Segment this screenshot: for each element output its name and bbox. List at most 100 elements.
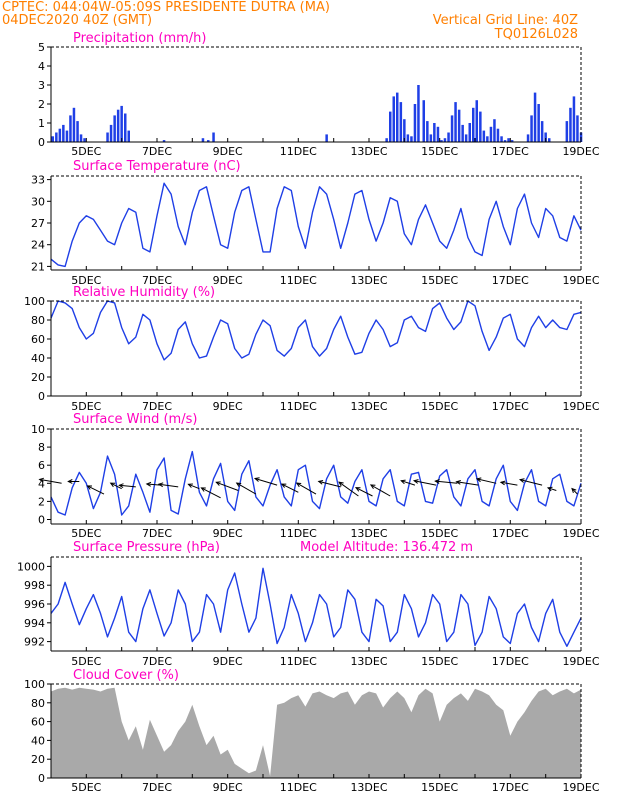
precip-bar: [482, 130, 486, 142]
precip-bar: [109, 124, 113, 142]
x-tick-label: 9DEC: [213, 400, 243, 413]
wind-arrow-head: [571, 487, 577, 494]
wind-arrow-shaft: [216, 481, 239, 491]
y-tick-label: 0: [38, 514, 45, 527]
wind-arrow-shaft: [401, 480, 416, 486]
wind-arrow: [157, 482, 179, 488]
y-tick-label: 30: [31, 195, 45, 208]
x-tick-label: 13DEC: [350, 145, 387, 158]
wind-arrow-head: [145, 481, 152, 487]
panel-title: Cloud Cover (%): [73, 668, 179, 683]
wind-arrow-shaft: [547, 487, 557, 491]
panel-title: Precipitation (mm/h): [73, 31, 206, 46]
header-grid-line: Vertical Grid Line: 40Z: [433, 13, 578, 28]
wind-arrow: [455, 480, 479, 486]
series-line: [50, 567, 582, 647]
x-tick-label: 5DEC: [71, 274, 101, 287]
wind-arrow-head: [499, 480, 506, 486]
y-tick-label: 80: [31, 314, 45, 327]
precip-bar: [399, 102, 403, 142]
wind-arrow-head: [434, 479, 440, 484]
x-tick-label: 11DEC: [280, 145, 317, 158]
precip-bar: [479, 111, 482, 142]
x-tick-label: 19DEC: [562, 145, 599, 158]
precip-bar: [507, 138, 510, 142]
wind-arrow-shaft: [158, 483, 179, 488]
wind-arrow: [118, 483, 136, 489]
precip-bar: [212, 132, 215, 142]
wind-arrow-shaft: [456, 481, 479, 486]
wind-arrow: [412, 479, 437, 486]
precip-bar: [113, 115, 116, 142]
x-tick-label: 19DEC: [562, 400, 599, 413]
precip-bar: [450, 115, 454, 142]
precip-bar: [62, 124, 65, 142]
series-line: [50, 450, 582, 516]
precip-bar: [489, 126, 493, 142]
x-tick-label: 11DEC: [280, 527, 317, 540]
precip-bar: [65, 130, 69, 142]
wind-arrow-head: [118, 483, 124, 489]
wind-arrow: [434, 479, 458, 484]
wind-arrow-shaft: [87, 485, 105, 495]
precip-bar: [106, 132, 109, 142]
precip-bar: [569, 107, 572, 142]
precip-bar: [493, 119, 496, 142]
wind-arrow: [546, 486, 557, 492]
precip-bar: [461, 124, 464, 142]
precip-bar: [120, 105, 123, 142]
precip-bar: [201, 138, 205, 142]
wind-arrow-shaft: [236, 482, 257, 495]
precip-bar: [396, 92, 399, 142]
x-tick-label: 15DEC: [421, 781, 458, 794]
precip-bar: [472, 107, 475, 142]
wind-arrow: [200, 487, 221, 499]
wind-arrow: [145, 481, 161, 487]
x-tick-label: 11DEC: [280, 781, 317, 794]
precip-bar: [475, 100, 478, 142]
x-tick-label: 15DEC: [421, 527, 458, 540]
wind-arrow: [86, 485, 105, 495]
precip-bar: [76, 121, 79, 142]
x-tick-label: 5DEC: [71, 400, 101, 413]
x-tick-label: 17DEC: [492, 655, 529, 668]
precip-bar: [540, 121, 544, 142]
precip-bar: [537, 104, 540, 142]
wind-arrow-head: [67, 479, 73, 484]
wind-arrow: [67, 479, 80, 484]
x-tick-label: 5DEC: [71, 527, 101, 540]
x-tick-label: 7DEC: [142, 400, 172, 413]
wind-arrow: [338, 481, 359, 497]
precip-bar: [533, 92, 537, 142]
wind-arrow-shaft: [414, 480, 437, 486]
y-tick-label: 21: [31, 260, 45, 273]
precip-bar: [69, 115, 72, 142]
wind-arrow-head: [86, 485, 93, 490]
x-tick-label: 11DEC: [280, 274, 317, 287]
wind-arrow: [317, 480, 341, 488]
x-tick-label: 13DEC: [350, 400, 387, 413]
wind-arrow: [475, 477, 497, 484]
y-tick-label: 0: [38, 390, 45, 403]
x-tick-label: 17DEC: [492, 781, 529, 794]
precip-bar: [447, 132, 450, 142]
y-tick-label: 24: [31, 239, 45, 252]
precip-bar: [443, 138, 447, 142]
x-tick-label: 19DEC: [562, 781, 599, 794]
x-tick-label: 9DEC: [213, 527, 243, 540]
wind-arrow: [109, 482, 122, 490]
y-tick-label: 992: [24, 636, 45, 649]
y-tick-label: 994: [24, 617, 45, 630]
wind-arrow-shaft: [110, 482, 122, 490]
precip-bar: [440, 140, 443, 142]
y-tick-label: 27: [31, 217, 45, 230]
precip-bar: [72, 107, 76, 142]
wind-arrow-head: [317, 480, 324, 485]
panel-2: Relative Humidity (%) 0 20 40 60 80 100 5DEC 7DE…: [24, 285, 600, 413]
x-tick-label: 15DEC: [421, 400, 458, 413]
precip-bar: [392, 96, 395, 142]
wind-arrow: [280, 483, 299, 493]
precip-bar: [572, 96, 576, 142]
precip-bar: [457, 109, 461, 142]
